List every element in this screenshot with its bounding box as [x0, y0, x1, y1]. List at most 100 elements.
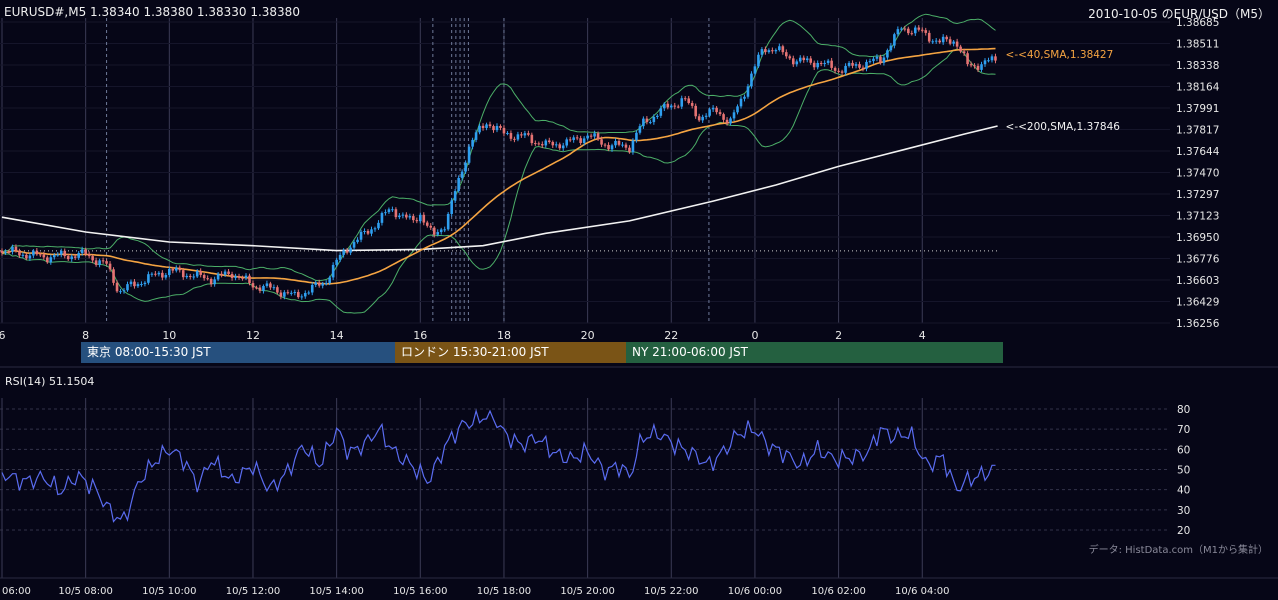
x-tick-label: 10	[162, 329, 176, 342]
candle-body	[363, 230, 366, 232]
candle-body	[889, 45, 893, 51]
candle-body	[255, 287, 258, 289]
candle-body	[429, 225, 433, 228]
candle-body	[652, 116, 656, 123]
candle-body	[589, 135, 593, 137]
candle-body	[405, 214, 408, 218]
y-tick-label: 1.36429	[1176, 297, 1219, 309]
candle-body	[743, 96, 746, 99]
candle-body	[621, 144, 624, 146]
candle-body	[868, 61, 872, 63]
candle-body	[715, 107, 718, 113]
candle-body	[893, 34, 896, 46]
candle-body	[52, 255, 56, 258]
candle-body	[216, 273, 220, 280]
candle-body	[746, 86, 750, 97]
candle-body	[35, 250, 39, 255]
candle-body	[579, 138, 582, 144]
candle-body	[973, 65, 976, 67]
candle-body	[317, 282, 321, 286]
candle-body	[230, 273, 234, 279]
candle-body	[39, 254, 42, 256]
candle-body	[300, 296, 304, 298]
candle-body	[248, 275, 251, 284]
y-tick-label: 1.36256	[1176, 318, 1220, 330]
y-tick-label: 1.37817	[1176, 125, 1219, 137]
candle-body	[314, 282, 318, 285]
candle-body	[150, 273, 154, 275]
rsi-y-tick-label: 50	[1177, 465, 1190, 477]
candle-body	[739, 98, 743, 107]
candle-body	[628, 147, 631, 153]
candle-body	[544, 140, 548, 146]
candle-body	[683, 98, 687, 100]
candle-body	[924, 30, 928, 33]
candle-body	[593, 133, 596, 137]
candle-body	[666, 103, 670, 108]
candle-body	[952, 41, 955, 44]
candle-body	[450, 200, 453, 214]
candle-body	[586, 135, 589, 139]
candle-body	[356, 239, 359, 243]
candle-body	[837, 70, 840, 72]
candle-body	[425, 222, 429, 226]
candle-body	[830, 60, 833, 68]
candle-body	[523, 133, 527, 136]
candle-body	[157, 272, 161, 275]
candle-body	[969, 64, 973, 66]
candle-body	[614, 140, 617, 146]
y-tick-label: 1.38685	[1176, 17, 1219, 29]
candle-body	[213, 279, 216, 285]
rsi-y-tick-label: 70	[1177, 424, 1190, 436]
candle-body	[415, 220, 419, 222]
candle-body	[328, 277, 331, 283]
rsi-y-tick-label: 80	[1177, 404, 1190, 416]
candle-body	[976, 65, 980, 70]
session-ny: NY 21:00-06:00 JST	[626, 342, 1003, 363]
candle-body	[338, 254, 342, 260]
y-tick-label: 1.37297	[1176, 189, 1219, 201]
candle-body	[7, 251, 11, 253]
candle-body	[492, 126, 495, 131]
candle-body	[966, 53, 969, 65]
candle-body	[206, 278, 209, 280]
candle-body	[941, 36, 945, 43]
candle-body	[896, 29, 900, 35]
candle-body	[802, 57, 806, 61]
candle-body	[286, 292, 290, 294]
rsi-y-tick-label: 30	[1177, 505, 1190, 517]
candle-body	[143, 282, 147, 285]
candle-body	[917, 27, 921, 30]
candle-body	[84, 249, 87, 255]
candle-body	[718, 112, 722, 115]
candle-body	[324, 282, 328, 284]
candle-body	[990, 56, 994, 61]
candle-body	[527, 133, 530, 135]
candle-body	[122, 290, 126, 292]
time-axis-label: 10/5 08:00	[58, 586, 112, 597]
candle-body	[133, 281, 136, 287]
candle-body	[750, 73, 753, 87]
candle-body	[854, 64, 858, 66]
candle-body	[635, 132, 638, 141]
candle-body	[4, 251, 7, 253]
candle-body	[959, 46, 962, 52]
candle-body	[457, 177, 460, 192]
candle-body	[669, 105, 673, 108]
candle-body	[241, 277, 244, 279]
candle-body	[485, 124, 488, 129]
candle-body	[293, 292, 297, 294]
candle-body	[108, 263, 112, 270]
candle-body	[80, 249, 84, 254]
candle-body	[767, 50, 771, 53]
candle-body	[276, 287, 279, 293]
candle-body	[262, 285, 265, 291]
candle-body	[778, 46, 781, 51]
candle-body	[73, 256, 77, 258]
candle-body	[875, 56, 879, 59]
candle-body	[258, 287, 262, 291]
candle-body	[798, 57, 802, 62]
candle-body	[812, 62, 816, 68]
candle-body	[195, 271, 199, 277]
